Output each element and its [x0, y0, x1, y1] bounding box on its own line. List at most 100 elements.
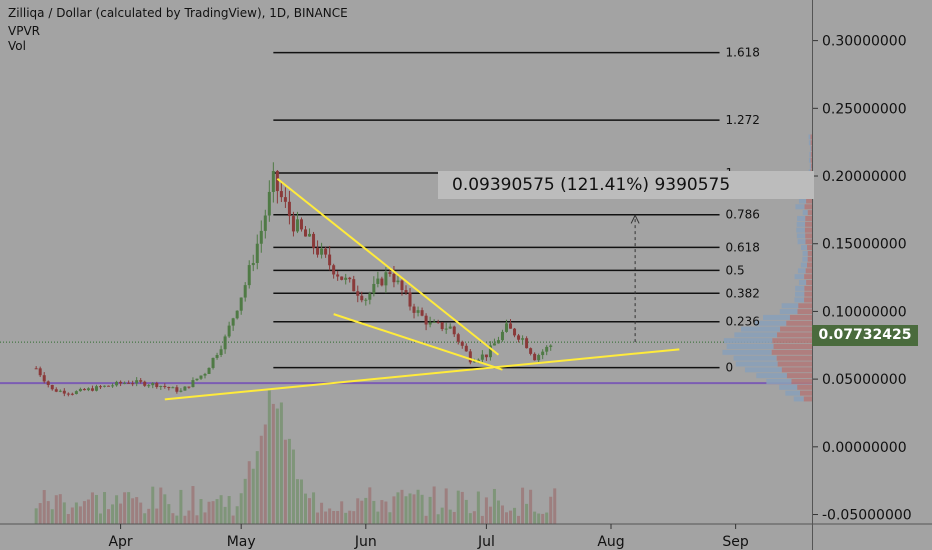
candle-body	[412, 306, 416, 313]
volume-bar	[267, 390, 271, 524]
candle-body	[432, 321, 436, 323]
candle-body	[171, 387, 175, 389]
candle-body	[384, 272, 388, 286]
volume-bar	[316, 512, 320, 524]
vpvr-bar-up	[793, 396, 804, 402]
candle-body	[155, 382, 159, 387]
volume-bar	[42, 490, 46, 524]
x-tick-label: Sep	[722, 534, 749, 550]
candle-body	[472, 361, 476, 363]
volume-bar	[275, 408, 279, 524]
volume-bar	[484, 497, 488, 524]
y-tick-label: 0.00000000	[822, 440, 907, 456]
candle-body	[167, 387, 171, 389]
candle-body	[275, 171, 279, 192]
volume-bar	[94, 494, 98, 524]
volume-bar	[456, 490, 460, 524]
volume-bar	[251, 468, 255, 524]
vpvr-bar-down	[807, 210, 812, 216]
volume-bar	[509, 510, 513, 524]
vpvr-bar-down	[805, 233, 812, 239]
indicator-vpvr-label[interactable]: VPVR	[8, 24, 40, 38]
candle-body	[239, 297, 243, 311]
vpvr-bar-down	[805, 221, 812, 227]
vpvr-bar-down	[772, 338, 812, 344]
candle-body	[283, 197, 287, 202]
volume-bar	[472, 511, 476, 524]
vpvr-bar-down	[811, 163, 812, 169]
vpvr-bar-up	[794, 297, 805, 303]
candle-body	[380, 278, 384, 286]
candle-body	[90, 388, 94, 391]
indicator-vol-label[interactable]: Vol	[8, 39, 26, 53]
candle-body	[476, 359, 480, 362]
vpvr-bar-up	[802, 250, 808, 256]
x-tick-label: Apr	[108, 534, 132, 550]
volume-bar	[504, 512, 508, 524]
fib-level-label: 0.5	[726, 263, 745, 277]
candle-body	[107, 385, 111, 387]
candle-body	[308, 233, 312, 237]
candle-body	[219, 349, 223, 356]
vpvr-bar-up	[763, 314, 790, 320]
candle-body	[255, 243, 259, 264]
volume-bar	[115, 495, 119, 524]
candle-body	[352, 279, 356, 292]
volume-bar	[404, 496, 408, 524]
volume-bar	[147, 508, 151, 524]
volume-bar	[500, 505, 504, 524]
volume-bar	[155, 508, 159, 524]
volume-bar	[304, 493, 308, 524]
candle-body	[456, 334, 460, 342]
volume-bar	[553, 488, 557, 524]
vpvr-bar-down	[807, 245, 812, 251]
volume-bar	[368, 487, 372, 524]
candle-body	[66, 393, 70, 395]
volume-bar	[50, 509, 54, 524]
volume-bar	[533, 511, 537, 524]
candle-body	[344, 277, 348, 280]
volume-bar	[476, 491, 480, 524]
vpvr-bar-up	[801, 245, 808, 251]
candle-body	[448, 326, 452, 329]
candle-body	[227, 325, 231, 337]
volume-bar	[82, 501, 86, 524]
x-tick-label: Jun	[354, 534, 377, 550]
volume-bar	[135, 497, 139, 524]
candle-body	[267, 191, 271, 216]
candle-body	[420, 310, 424, 316]
candle-body	[316, 247, 320, 255]
candle-body	[111, 385, 115, 387]
volume-bar	[348, 510, 352, 524]
candle-body	[86, 388, 90, 391]
candle-body	[191, 380, 195, 388]
volume-bar	[529, 489, 533, 524]
volume-bar	[340, 501, 344, 524]
volume-bar	[436, 514, 440, 524]
volume-bar	[392, 496, 396, 524]
volume-bar	[74, 502, 78, 524]
volume-bar	[408, 493, 412, 524]
volume-bar	[424, 515, 428, 524]
vpvr-bar-down	[771, 349, 812, 355]
candle-body	[480, 354, 484, 360]
vpvr-bar-up	[810, 146, 812, 152]
candle-body	[368, 293, 372, 300]
candle-body	[299, 219, 303, 230]
vpvr-bar-up	[798, 198, 807, 204]
volume-bar	[279, 402, 283, 524]
vpvr-bar-up	[754, 320, 787, 326]
volume-bar	[448, 509, 452, 524]
vpvr-bar-down	[780, 326, 812, 332]
candle-body	[119, 381, 123, 384]
volume-bar	[175, 515, 179, 524]
candle-body	[529, 348, 533, 354]
volume-bar	[537, 513, 541, 524]
candle-body	[103, 385, 107, 387]
volume-bar	[283, 439, 287, 524]
x-tick-label: Jul	[477, 534, 495, 550]
volume-bar	[308, 498, 312, 524]
vpvr-bar-down	[804, 291, 812, 297]
volume-bar	[356, 498, 360, 524]
